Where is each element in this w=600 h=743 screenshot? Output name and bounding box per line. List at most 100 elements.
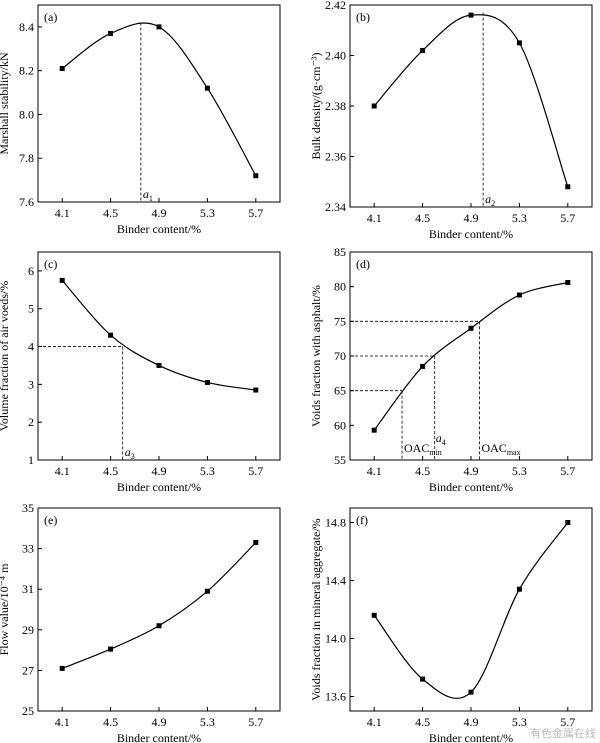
y-tick-label: 13.6 bbox=[325, 690, 346, 704]
series-line bbox=[61, 279, 256, 391]
y-tick-label: 8.2 bbox=[19, 64, 34, 78]
panel-label: (a) bbox=[44, 10, 57, 24]
data-point bbox=[516, 586, 522, 592]
y-axis-label: Voids fraction with asphalt/% bbox=[309, 285, 323, 427]
annotation-label: a2 bbox=[485, 192, 495, 208]
x-tick-label: 4.9 bbox=[152, 464, 167, 478]
data-point bbox=[516, 292, 522, 298]
annotation-label: a4 bbox=[436, 431, 446, 447]
data-point bbox=[204, 588, 210, 594]
x-tick-label: 4.9 bbox=[152, 206, 167, 220]
panel-b: 4.1 4.5 4.9 5.3 5.7 2.34 2.36 2.38 2.40 2.42 Binde… bbox=[309, 0, 593, 241]
x-tick-label: 5.7 bbox=[560, 211, 575, 225]
x-tick-label: 4.1 bbox=[55, 206, 70, 220]
y-tick-label: 65 bbox=[334, 384, 346, 398]
x-tick-label: 4.5 bbox=[103, 715, 118, 729]
y-tick-label: 29 bbox=[22, 623, 34, 637]
panel-label: (d) bbox=[356, 257, 370, 271]
y-tick-label: 2.40 bbox=[325, 49, 346, 63]
x-tick-label: 4.1 bbox=[367, 464, 382, 478]
data-point bbox=[253, 387, 259, 393]
series-line bbox=[373, 281, 568, 431]
series-line bbox=[373, 14, 569, 187]
y-tick-label: 14.4 bbox=[325, 574, 346, 588]
panel-label: (f) bbox=[356, 513, 368, 527]
plot-frame bbox=[349, 4, 593, 208]
annotation-label: OACmax bbox=[481, 441, 520, 457]
x-axis-label: Binder content/% bbox=[429, 731, 513, 743]
y-tick-label: 25 bbox=[22, 704, 34, 718]
x-tick-label: 4.5 bbox=[103, 206, 118, 220]
y-tick-label: 75 bbox=[334, 314, 346, 328]
data-point bbox=[253, 540, 259, 546]
series-line bbox=[61, 542, 257, 669]
x-tick-label: 4.5 bbox=[103, 464, 118, 478]
data-point bbox=[371, 427, 377, 433]
data-point bbox=[204, 85, 210, 91]
y-tick-label: 33 bbox=[22, 542, 34, 556]
data-point bbox=[565, 280, 571, 286]
x-axis-label: Binder content/% bbox=[117, 480, 201, 494]
panel-d: 4.1 4.5 4.9 5.3 5.7 55 60 65 70 75 80 85 Binder cont… bbox=[309, 245, 593, 494]
y-tick-label: 7.8 bbox=[19, 151, 34, 165]
data-point bbox=[516, 40, 522, 46]
data-point bbox=[59, 65, 65, 71]
panel-c: 4.1 4.5 4.9 5.3 5.7 1 2 3 4 5 6 Binder content/% Vol… bbox=[0, 251, 281, 494]
y-tick-label: 4 bbox=[28, 340, 34, 354]
x-tick-label: 4.9 bbox=[464, 211, 479, 225]
data-point bbox=[468, 325, 474, 331]
x-tick-label: 4.9 bbox=[464, 464, 479, 478]
panel-label: (c) bbox=[44, 257, 57, 271]
y-tick-label: 2.42 bbox=[325, 0, 346, 12]
y-tick-label: 2.36 bbox=[325, 150, 346, 164]
panel-e: 4.1 4.5 4.9 5.3 5.7 25 27 29 31 33 35 Binder conten… bbox=[0, 501, 281, 743]
series-line bbox=[373, 522, 569, 699]
x-tick-label: 5.3 bbox=[512, 211, 527, 225]
panel-label: (e) bbox=[44, 513, 57, 527]
y-tick-label: 14.8 bbox=[325, 516, 346, 530]
x-tick-label: 5.3 bbox=[200, 715, 215, 729]
data-point bbox=[420, 676, 426, 682]
y-tick-label: 3 bbox=[28, 377, 34, 391]
series-line bbox=[61, 22, 257, 177]
data-point bbox=[371, 612, 377, 618]
y-tick-label: 8.0 bbox=[19, 107, 34, 121]
y-axis-label: Voids fraction in mineral aggregate/% bbox=[309, 518, 323, 700]
data-point bbox=[565, 520, 571, 525]
data-point bbox=[156, 362, 162, 368]
data-point bbox=[468, 689, 474, 695]
data-point bbox=[420, 363, 426, 369]
annotation-label: a3 bbox=[125, 445, 135, 461]
x-tick-label: 4.1 bbox=[55, 464, 70, 478]
y-tick-label: 2 bbox=[28, 415, 34, 429]
y-tick-label: 14.0 bbox=[325, 632, 346, 646]
panel-f: 4.1 4.5 4.9 5.3 5.7 13.6 14.0 14.4 14.8 Binder co… bbox=[309, 507, 593, 743]
y-tick-label: 80 bbox=[334, 280, 346, 294]
y-tick-label: 5 bbox=[28, 302, 34, 316]
y-tick-label: 70 bbox=[334, 349, 346, 363]
watermark: 有色金属在线 bbox=[530, 727, 596, 740]
y-tick-label: 31 bbox=[22, 582, 34, 596]
x-tick-label: 5.7 bbox=[560, 464, 575, 478]
annotation-label: OACmin bbox=[404, 441, 442, 457]
data-point bbox=[59, 277, 65, 283]
x-tick-label: 5.7 bbox=[248, 206, 263, 220]
x-tick-label: 4.5 bbox=[415, 464, 430, 478]
data-point bbox=[468, 12, 474, 18]
data-point bbox=[108, 332, 114, 338]
x-tick-label: 4.5 bbox=[415, 211, 430, 225]
y-tick-label: 8.4 bbox=[19, 20, 34, 34]
x-axis-label: Binder content/% bbox=[117, 222, 201, 236]
y-axis-label: Bulk density/(g·cm⁻³) bbox=[309, 53, 323, 160]
y-tick-label: 85 bbox=[334, 245, 346, 259]
y-tick-label: 2.38 bbox=[325, 99, 346, 113]
y-axis-label: Flow value/10⁻⁴ m bbox=[0, 563, 11, 656]
x-tick-label: 5.7 bbox=[560, 715, 575, 729]
x-tick-label: 5.7 bbox=[248, 715, 263, 729]
y-tick-label: 35 bbox=[22, 501, 34, 515]
y-tick-label: 1 bbox=[28, 453, 34, 467]
x-axis-label: Binder content/% bbox=[429, 480, 513, 494]
plot-frame bbox=[37, 507, 281, 712]
x-tick-label: 4.1 bbox=[367, 715, 382, 729]
